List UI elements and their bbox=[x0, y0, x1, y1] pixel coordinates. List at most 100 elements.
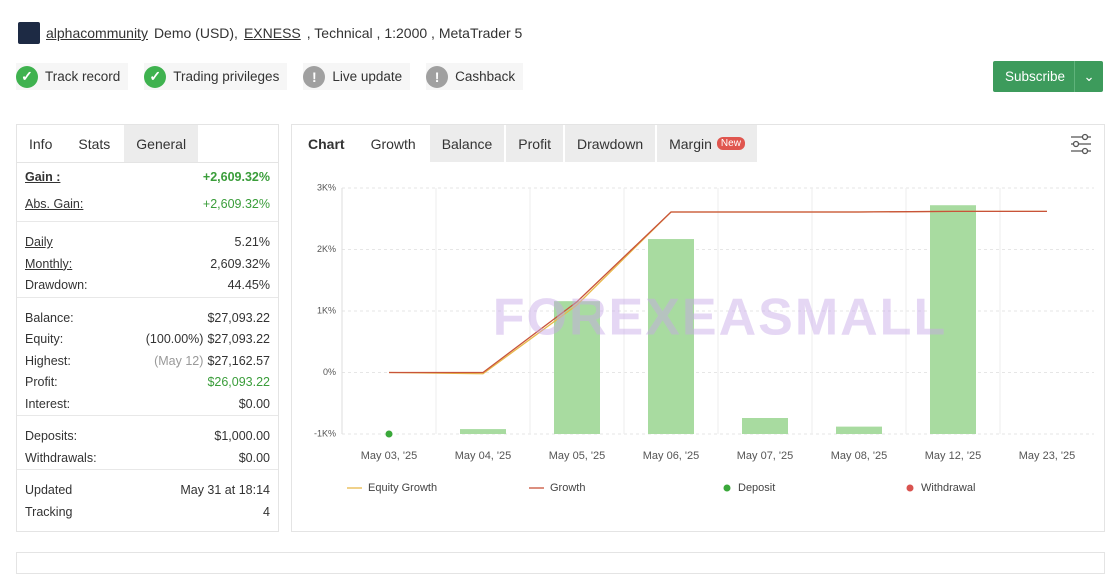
badge: ! Cashback bbox=[426, 63, 524, 90]
dropdown-arrow[interactable]: ⌄ bbox=[1074, 61, 1103, 92]
tab[interactable]: Stats bbox=[66, 125, 123, 162]
stat-row: Abs. Gain: +2,609.32% bbox=[25, 197, 270, 211]
stat-label: Profit: bbox=[25, 375, 58, 389]
bar bbox=[930, 205, 976, 434]
check-icon: ✓ bbox=[144, 65, 167, 88]
x-tick-label: May 08, '25 bbox=[831, 450, 888, 462]
tab[interactable]: Growth bbox=[358, 125, 428, 162]
tab-label: Growth bbox=[370, 135, 416, 152]
stat-value: +2,609.32% bbox=[202, 170, 270, 184]
stat-value: $27,162.57 bbox=[207, 353, 270, 368]
stat-label: Equity: bbox=[25, 332, 64, 346]
stat-value-wrap: (May 12) $27,162.57 bbox=[154, 354, 270, 368]
badge-label: Live update bbox=[332, 69, 403, 84]
tab[interactable]: Margin New bbox=[657, 125, 757, 162]
stat-label: Tracking bbox=[25, 504, 73, 519]
stat-value: $0.00 bbox=[238, 450, 270, 465]
avatar bbox=[18, 22, 40, 44]
legend-label: Equity Growth bbox=[368, 482, 437, 494]
tab[interactable]: Profit bbox=[506, 125, 563, 162]
stat-value: $1,000.00 bbox=[214, 429, 270, 443]
tab[interactable]: General bbox=[124, 125, 199, 162]
stat-note: (May 12) bbox=[154, 353, 204, 368]
stat-value-wrap: $0.00 bbox=[239, 451, 270, 465]
bar bbox=[742, 418, 788, 434]
x-tick-label: May 07, '25 bbox=[737, 450, 794, 462]
separator bbox=[17, 296, 278, 298]
badge: ✓ Trading privileges bbox=[144, 63, 288, 90]
separator bbox=[17, 415, 278, 416]
watermark: FOREXEASMALL bbox=[493, 289, 947, 347]
badge-label: Cashback bbox=[455, 69, 516, 84]
x-tick-label: May 05, '25 bbox=[549, 450, 606, 462]
stat-row: Highest: (May 12) $27,162.57 bbox=[25, 354, 270, 368]
tab[interactable]: Balance bbox=[429, 125, 505, 162]
stat-row: Profit: $26,093.22 bbox=[25, 375, 270, 389]
stat-value: $27,093.22 bbox=[207, 332, 270, 346]
stat-label: Interest: bbox=[25, 396, 71, 411]
stat-row: Drawdown: 44.45% bbox=[25, 278, 270, 292]
stat-value: 2,609.32% bbox=[210, 256, 270, 271]
stat-label: Drawdown: bbox=[25, 278, 88, 292]
legend-label: Withdrawal bbox=[921, 482, 975, 494]
tab-label: Margin bbox=[669, 135, 712, 152]
stat-value: +2,609.32% bbox=[202, 197, 270, 211]
settings-icon[interactable] bbox=[1071, 133, 1091, 155]
bar bbox=[836, 426, 882, 434]
tab-label: Balance bbox=[441, 135, 493, 152]
y-tick-label: 1K% bbox=[317, 305, 336, 315]
stat-value: $0.00 bbox=[238, 396, 270, 411]
subscribe-button[interactable]: Subscribe ⌄ bbox=[993, 61, 1103, 92]
y-tick-label: -1K% bbox=[314, 428, 336, 438]
stats-tabs: Info Stats General bbox=[17, 125, 278, 163]
stat-value-wrap: +2,609.32% bbox=[203, 197, 270, 211]
check-icon: ✓ bbox=[16, 65, 38, 88]
line bbox=[389, 210, 1047, 374]
bar bbox=[460, 429, 506, 434]
stat-row: Tracking 4 bbox=[25, 505, 270, 519]
stat-note: (100.00%) bbox=[145, 332, 204, 346]
legend-label: Growth bbox=[550, 482, 585, 494]
stat-row: Monthly: 2,609.32% bbox=[25, 257, 270, 271]
tab[interactable]: Drawdown bbox=[564, 125, 656, 162]
stat-value-wrap: $26,093.22 bbox=[207, 375, 270, 389]
subscribe-label: Subscribe bbox=[1005, 69, 1066, 84]
badge: ✓ Track record bbox=[16, 63, 129, 90]
stat-row: Equity: (100.00%) $27,093.22 bbox=[25, 332, 270, 346]
account-header: alphacommunity Demo (USD), EXNESS , Tech… bbox=[18, 22, 522, 44]
badges: ✓ Track record ✓ Trading privileges! Live up… bbox=[16, 63, 524, 90]
badge-label: Track record bbox=[45, 69, 121, 84]
stat-label: Highest: bbox=[25, 353, 71, 368]
stat-row: Gain : +2,609.32% bbox=[25, 170, 270, 184]
stat-value-wrap: 2,609.32% bbox=[210, 257, 270, 271]
account-details: , Technical , 1:2000 , MetaTrader 5 bbox=[306, 25, 523, 41]
chart: -1K% 0% 1K% 2K% 3K% May 03, '25 May 04, '25 May… bbox=[314, 133, 1094, 494]
tab-label: Drawdown bbox=[576, 135, 644, 152]
tab[interactable]: Info bbox=[17, 125, 65, 162]
new-badge: New bbox=[716, 137, 745, 150]
stat-label: Gain : bbox=[25, 170, 61, 184]
stat-value: May 31 at 18:14 bbox=[180, 483, 270, 497]
stat-value-wrap: (100.00%) $27,093.22 bbox=[146, 332, 270, 346]
chart-panel: Chart Growth Balance Profit Drawdown Margin Ne… bbox=[291, 124, 1105, 532]
stat-row: Withdrawals: $0.00 bbox=[25, 451, 270, 465]
stat-value: $26,093.22 bbox=[207, 375, 270, 389]
info-icon: ! bbox=[426, 65, 449, 88]
legend-swatch bbox=[723, 484, 731, 492]
stat-label: Daily bbox=[25, 235, 53, 249]
stat-label: Monthly: bbox=[25, 256, 73, 271]
stat-label: Updated bbox=[25, 483, 73, 497]
y-tick-label: 0% bbox=[323, 367, 336, 377]
stat-value-wrap: May 31 at 18:14 bbox=[180, 483, 270, 497]
bar bbox=[648, 239, 694, 434]
stat-value: 4 bbox=[263, 504, 270, 519]
user-link[interactable]: alphacommunity bbox=[46, 25, 148, 41]
stat-label: Abs. Gain: bbox=[25, 197, 84, 211]
legend-swatch bbox=[906, 484, 914, 492]
x-tick-label: May 23, '25 bbox=[1019, 450, 1076, 462]
bar bbox=[554, 301, 600, 434]
broker-link[interactable]: EXNESS bbox=[243, 25, 301, 41]
y-tick-label: 2K% bbox=[317, 244, 336, 254]
separator bbox=[17, 469, 278, 470]
stat-value-wrap: 4 bbox=[263, 505, 270, 519]
